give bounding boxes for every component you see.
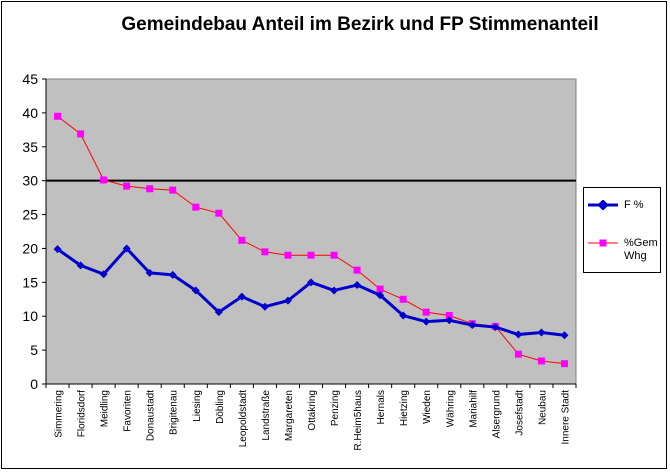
legend-label-gemwhg: %Gem Whg [624,237,658,262]
x-tick-label: Floridsdorf [77,390,88,437]
y-tick-label: 30 [22,173,38,189]
x-tick-label: Innere Stadt [560,390,571,445]
x-tick-label: Döbling [215,390,226,424]
point-f [53,245,62,254]
legend-label-f: F % [624,199,644,211]
point-f [468,321,477,330]
point-gemwhg [353,266,361,274]
point-f [99,270,108,279]
x-tick-label: Meidling [100,390,111,427]
point-gemwhg [307,251,315,259]
chart-title: Gemeindebau Anteil im Bezirk und FP Stim… [121,14,599,35]
x-tick-label: Margareten [284,390,295,441]
point-f [491,323,500,332]
point-f [145,268,154,277]
legend-swatch-f [588,200,618,210]
x-tick-label: Landstraße [261,390,272,441]
x-tick-label: Donaustadt [146,390,157,441]
point-f [330,286,339,295]
x-tick-label: R.Heim5haus [353,390,364,451]
x-tick-label: Mariahilf [468,390,479,428]
point-f [214,308,223,317]
point-gemwhg [77,130,85,138]
y-tick-label: 45 [22,71,38,87]
point-gemwhg [422,308,430,316]
point-f [122,244,131,253]
x-tick-label: Hernals [376,390,387,424]
point-f [76,261,85,270]
point-gemwhg [376,285,384,293]
point-gemwhg [54,112,62,120]
point-gemwhg [238,236,246,244]
y-tick-label: 0 [30,376,38,392]
point-f [514,330,523,339]
x-tick-label: Währing [445,390,456,427]
x-tick-label: Wieden [422,390,433,424]
point-gemwhg [399,295,407,303]
y-tick-label: 25 [22,207,38,223]
point-f [237,292,246,301]
x-tick-label: Simmering [54,390,65,438]
x-tick-label: Favoriten [123,390,134,432]
x-tick-label: Brigitenau [169,390,180,435]
point-gemwhg [215,209,223,217]
point-gemwhg [192,203,200,211]
point-gemwhg [169,186,177,194]
point-f [353,281,362,290]
y-tick-label: 10 [22,308,38,324]
point-f [307,278,315,287]
point-gemwhg [146,185,154,193]
point-f [376,291,385,300]
point-gemwhg [284,251,292,259]
y-tick-label: 40 [22,105,38,121]
y-tick-label: 20 [22,240,38,256]
x-tick-label: Liesing [192,390,203,422]
plot-area [45,78,577,385]
point-f [168,270,177,279]
point-gemwhg [445,312,453,320]
point-f [560,331,569,340]
x-tick-label: Ottakring [307,390,318,431]
point-gemwhg [514,350,522,358]
point-gemwhg [100,176,108,184]
point-gemwhg [123,182,131,190]
point-gemwhg [537,357,545,365]
y-tick-label: 15 [22,274,38,290]
x-tick-label: Penzing [330,390,341,426]
point-gemwhg [261,248,269,256]
x-tick-label: Hietzing [399,390,410,426]
x-tick-label: Leopoldstadt [238,390,249,447]
legend-swatch-gemwhg [588,239,618,247]
x-tick-label: Alsergrund [491,390,502,438]
point-f [283,296,292,305]
point-f [445,316,454,325]
point-f [260,302,269,311]
point-gemwhg [560,360,568,368]
y-tick-label: 35 [22,139,38,155]
point-f [537,328,546,337]
x-tick-label: Neubau [537,390,548,425]
point-f [399,311,408,320]
point-f [422,317,431,326]
y-tick-label: 5 [30,342,38,358]
x-tick-label: Josefstadt [514,390,525,436]
point-gemwhg [330,251,338,259]
point-f [191,286,200,295]
legend: F % %Gem Whg [583,187,661,273]
